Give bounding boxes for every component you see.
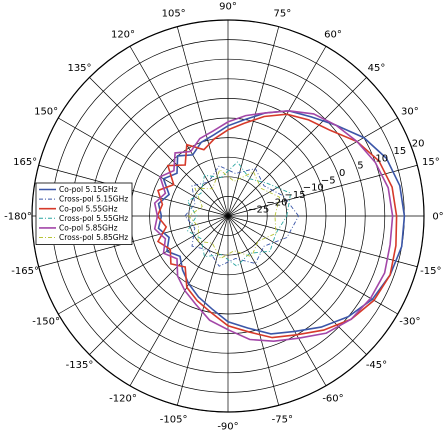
radial-tick-label: 5 — [357, 161, 363, 172]
angle-tick-label: -105° — [160, 414, 188, 425]
radial-tick-label: −15 — [285, 190, 306, 201]
angle-tick-label: 15° — [422, 157, 440, 168]
angle-tick-label: 150° — [34, 107, 58, 118]
grid-spoke — [176, 26, 229, 217]
grid-spoke — [129, 215, 229, 386]
legend-box — [35, 182, 133, 245]
radial-tick-label: −10 — [303, 183, 324, 194]
grid-spoke — [227, 215, 367, 355]
grid-spoke — [227, 26, 280, 217]
legend-entry: Cross-pol 5.55GHz — [59, 214, 128, 223]
angle-tick-label: 60° — [324, 30, 342, 41]
grid-spoke — [89, 215, 229, 355]
angle-tick-label: 165° — [13, 157, 37, 168]
angle-tick-label: -90° — [217, 422, 238, 433]
radial-tick-label: 0 — [339, 168, 345, 179]
radial-tick-label: −20 — [266, 197, 287, 208]
radial-tick-label: −25 — [248, 205, 269, 216]
legend-entry: Cross-pol 5.15GHz — [59, 195, 128, 204]
angle-tick-label: 135° — [67, 63, 91, 74]
angle-tick-label: -180° — [4, 212, 32, 223]
legend-entry: Cross-pol 5.85GHz — [59, 233, 128, 242]
series-line-5 — [153, 109, 394, 343]
legend-entry: Co-pol 5.85GHz — [59, 224, 118, 233]
grid-spoke — [38, 164, 229, 217]
angle-tick-label: -60° — [322, 393, 343, 404]
angle-tick-label: -30° — [399, 317, 420, 328]
grid-spoke — [129, 46, 229, 217]
series-line-4 — [186, 161, 292, 267]
series-layer — [153, 109, 406, 343]
radial-tick-labels: −25−20−15−10−50 5 10 15 20 — [248, 139, 424, 216]
grid-spoke — [176, 215, 229, 406]
grid-spoke — [227, 215, 280, 406]
grid-spoke — [89, 77, 229, 217]
grid-spoke — [227, 215, 418, 268]
grid-spoke — [58, 117, 229, 217]
angle-tick-label: 120° — [111, 30, 135, 41]
angle-tick-label: -135° — [66, 360, 94, 371]
grid-spoke — [227, 215, 398, 315]
legend-entry: Co-pol 5.55GHz — [59, 204, 118, 213]
series-line-2 — [184, 165, 300, 267]
grid-spoke — [227, 215, 327, 386]
grid-spoke — [227, 46, 327, 217]
angle-tick-label: 90° — [219, 2, 237, 13]
angle-tick-label: 45° — [368, 63, 386, 74]
grid-spoke — [227, 117, 398, 217]
angle-tick-label: 105° — [162, 9, 186, 20]
angle-tick-label: 0° — [432, 212, 443, 223]
radial-tick-label: −5 — [321, 175, 336, 186]
angle-tick-label: -150° — [32, 317, 60, 328]
series-line-6 — [188, 168, 281, 260]
grid-spoke — [58, 215, 229, 315]
radial-tick-label: 15 — [394, 146, 407, 157]
angle-tick-label: -75° — [272, 414, 293, 425]
angle-tick-label: -165° — [11, 266, 39, 277]
angle-tick-label: -15° — [420, 266, 441, 277]
radial-tick-label: 10 — [375, 153, 388, 164]
angle-tick-labels: 0° 15° 30° 45° 60° 75° 90° 105° 120° 135° 150° 165°… — [4, 2, 444, 433]
angle-tick-label: -45° — [366, 360, 387, 371]
angle-tick-label: 30° — [401, 107, 419, 118]
angle-tick-label: -120° — [109, 393, 137, 404]
legend-entry: Co-pol 5.15GHz — [59, 185, 118, 194]
grid-spoke — [227, 77, 367, 217]
radial-tick-label: 20 — [412, 139, 425, 150]
angle-tick-label: 75° — [273, 9, 291, 20]
